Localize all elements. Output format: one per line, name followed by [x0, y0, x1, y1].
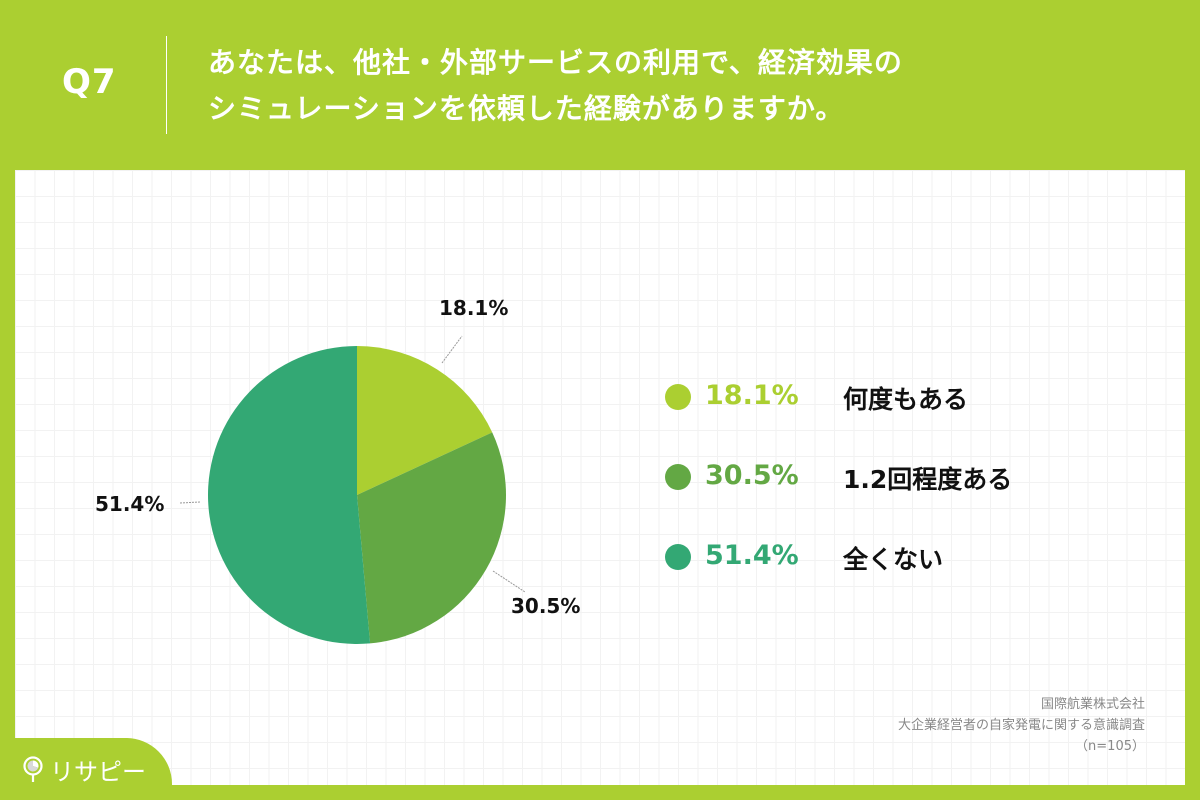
sample-size: （n=105） — [1075, 739, 1145, 754]
logo-tab — [0, 738, 172, 800]
title-line-2: シミュレーションを依頼した経験がありますか。 — [208, 92, 845, 125]
source-company: 国際航業株式会社 — [1040, 697, 1145, 712]
source-survey: 大企業経営者の自家発電に関する意識調査 — [897, 718, 1145, 733]
header: Q7 あなたは、他社・外部サービスの利用で、経済効果の シミュレーションを依頼し… — [0, 0, 1200, 170]
pie-slice-3 — [208, 346, 371, 644]
source-note: 国際航業株式会社 大企業経営者の自家発電に関する意識調査 （n=105） — [898, 694, 1145, 757]
legend-percent: 30.5% — [705, 460, 799, 491]
header-divider — [166, 36, 167, 134]
chart-card: 18.1% 30.5% 51.4% 国際航業株式会社 大企業経営者の自家発電に関… — [15, 170, 1185, 785]
leader-line-2 — [492, 570, 526, 593]
pie-slice-1 — [357, 346, 493, 495]
pie-label-2: 30.5% — [511, 594, 581, 618]
legend-dot-icon — [665, 464, 691, 490]
pie-label-3: 51.4% — [95, 492, 165, 516]
brand-logo: リサピー — [22, 752, 146, 787]
pie-chart — [179, 335, 526, 644]
legend-percent: 51.4% — [705, 540, 799, 571]
legend-label: 1.2回程度ある — [843, 465, 1013, 494]
pie-slice-2 — [357, 432, 506, 644]
logo-text: リサピー — [50, 758, 146, 786]
leader-line-3 — [179, 501, 201, 504]
legend-dot-icon — [665, 384, 691, 410]
leader-lines — [179, 335, 526, 593]
legend-label: 全くない — [843, 545, 944, 574]
question-title: あなたは、他社・外部サービスの利用で、経済効果の シミュレーションを依頼した経験… — [208, 40, 903, 132]
pie-slices — [208, 346, 506, 644]
leader-line-1 — [441, 335, 463, 364]
pin-pie-icon — [23, 755, 43, 782]
legend-dot-icon — [665, 544, 691, 570]
question-number: Q7 — [62, 62, 117, 102]
pie-label-1: 18.1% — [439, 296, 509, 320]
legend-label: 何度もある — [843, 385, 969, 414]
legend-percent: 18.1% — [705, 380, 799, 411]
title-line-1: あなたは、他社・外部サービスの利用で、経済効果の — [208, 46, 903, 79]
